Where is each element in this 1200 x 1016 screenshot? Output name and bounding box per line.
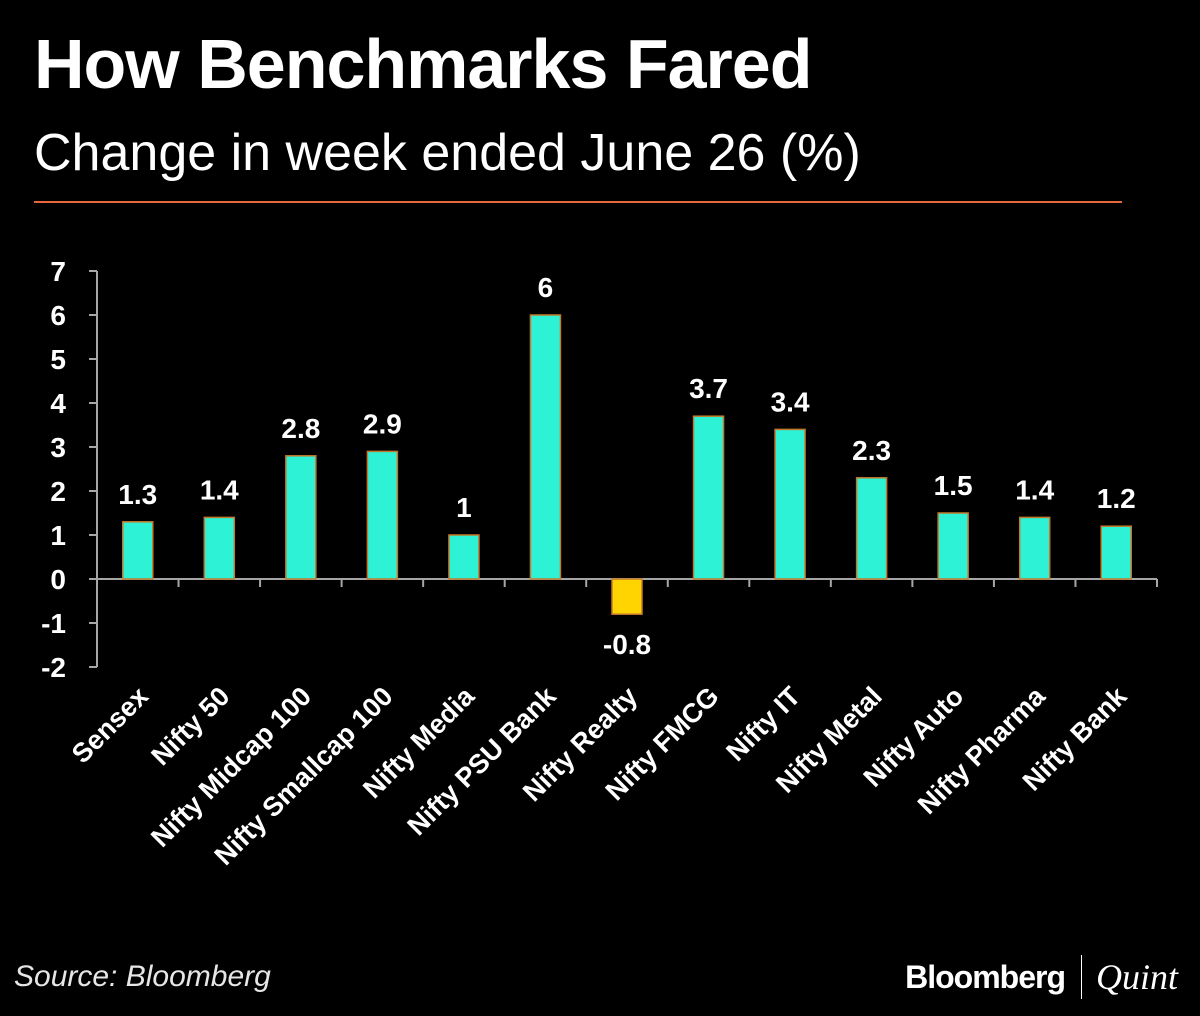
bar: [366, 450, 399, 580]
y-tick-label: 5: [50, 344, 66, 375]
bar: [285, 455, 317, 580]
title-divider: [34, 201, 1122, 203]
bar: [203, 516, 236, 580]
logo-divider: [1080, 955, 1082, 999]
category-label: Nifty PSU Bank: [402, 680, 563, 841]
bar: [774, 428, 806, 580]
data-label: 2.3: [852, 435, 891, 466]
data-label: 2.9: [363, 408, 402, 439]
y-tick-label: 1: [50, 520, 66, 551]
data-label: 2.8: [281, 413, 320, 444]
y-tick-label: 6: [50, 300, 66, 331]
chart-data-labels: 1.3 1.4 2.8 2.9 1 6 -0.8 3.7 3.4 2.3 1.5 1.4 1.2: [118, 272, 1135, 660]
bar: [855, 477, 888, 580]
y-tick-label: 4: [50, 388, 66, 419]
y-tick-label: 0: [50, 564, 66, 595]
bar: [1018, 516, 1051, 580]
chart-bars: [122, 314, 1132, 615]
chart-title: How Benchmarks Fared: [34, 25, 812, 103]
bar: [448, 534, 480, 580]
data-label: 1.3: [118, 479, 157, 510]
brand-logo: Bloomberg Quint: [905, 955, 1178, 999]
logo-quint-wordmark: Quint: [1095, 957, 1178, 997]
data-label: 1.5: [934, 470, 973, 501]
y-tick-label: 3: [50, 432, 66, 463]
y-tick-label: -2: [41, 652, 66, 683]
data-label: 1.2: [1097, 483, 1136, 514]
data-label: 3.4: [771, 386, 810, 417]
logo-bloomberg-wordmark: Bloomberg: [905, 958, 1066, 995]
chart-subtitle: Change in week ended June 26 (%): [34, 124, 861, 182]
source-note: Source: Bloomberg: [14, 960, 271, 993]
data-label: 1.4: [200, 474, 239, 505]
data-label: 1: [456, 492, 472, 523]
data-label: 3.7: [689, 373, 728, 404]
bar: [122, 521, 154, 580]
y-tick-label: 2: [50, 476, 66, 507]
y-tick-label: 7: [50, 256, 66, 287]
data-label: 1.4: [1015, 474, 1054, 505]
data-label: 6: [538, 272, 554, 303]
bar: [529, 314, 562, 580]
chart-axes: 7 6 5 4 3 2 1 0 -1 -2: [41, 256, 1158, 683]
data-label: -0.8: [603, 629, 651, 660]
bar: [1100, 525, 1132, 580]
y-tick-label: -1: [41, 608, 66, 639]
bar: [937, 512, 969, 580]
category-label: Sensex: [66, 681, 154, 769]
bar: [692, 415, 725, 580]
bar: [611, 578, 643, 615]
